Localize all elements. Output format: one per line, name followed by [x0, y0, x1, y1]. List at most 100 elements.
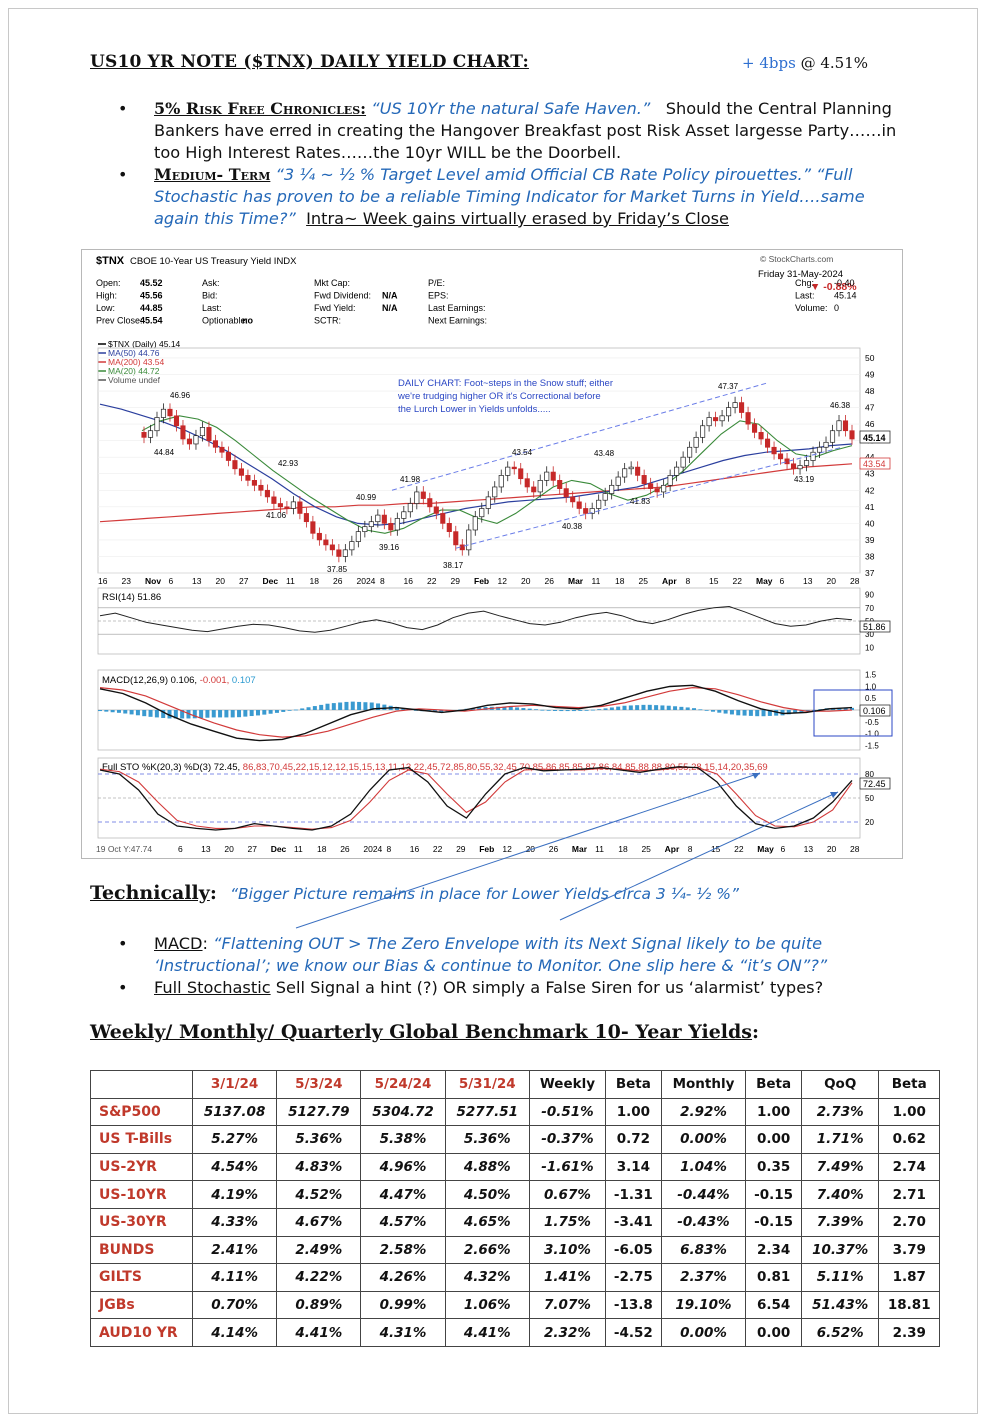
price-label: 39.16: [379, 543, 400, 552]
macd-hist-bar: [148, 710, 153, 717]
x-tick: 28: [850, 576, 860, 586]
table-cell: 0.99%: [360, 1290, 446, 1320]
legend-entry: MA(20) 44.72: [108, 366, 160, 376]
quote-cell: Ask:: [202, 278, 220, 288]
macd-hist-bar: [262, 710, 267, 715]
candle-body: [544, 471, 550, 481]
x-tick: 26: [333, 576, 343, 586]
table-cell: 4.41%: [276, 1318, 362, 1347]
table-cell: 5.11%: [800, 1263, 880, 1292]
candle-body: [368, 521, 374, 528]
table-cell: 0.72: [605, 1125, 662, 1154]
table-header-row: 3/1/24 5/3/24 5/24/24 5/31/24 Weekly Bet…: [90, 1070, 940, 1099]
quote-cell: -0.40: [834, 278, 855, 288]
macd-hist-bar: [622, 705, 627, 710]
macd-hist-bar: [211, 710, 216, 718]
quote-cell: Last:: [795, 291, 815, 301]
macd-hist-bar: [666, 705, 671, 710]
table-cell: 0.70%: [191, 1290, 278, 1320]
table-row: US-10YR 4.19% 4.52% 4.47% 4.50% 0.67% -1.31 -0.…: [90, 1180, 940, 1209]
bullet-dot: •: [118, 978, 128, 997]
macd-last: 0.106: [863, 706, 886, 716]
candle-body: [147, 430, 154, 438]
macd-hist-bar: [540, 709, 545, 711]
candle-body: [407, 503, 413, 513]
candle-body: [589, 508, 595, 514]
row-label: GILTS: [90, 1263, 193, 1292]
bottom-x-ticks: 6 13 20 27 Dec 11 18 26 2024 8 16 22 29 Feb 12 20 26 Mar 1…: [178, 844, 860, 854]
quote-grid: Open: 45.52 Ask: Mkt Cap: P/E: Chg: -0.40 High:…: [96, 278, 857, 326]
bottom-bullets: • MACD: “Flattening OUT > The Zero Envel…: [118, 933, 898, 999]
candle-body: [219, 446, 225, 453]
y-tick: 39: [865, 535, 875, 545]
macd-hist-bar: [401, 708, 406, 710]
candle-body: [193, 435, 199, 445]
macd-hist-bar: [685, 707, 690, 710]
macd-hist-bar: [546, 710, 551, 711]
macd-hist-bar: [710, 710, 715, 712]
sto-series: 80 50 20: [98, 766, 874, 831]
bullet-quote: “Flattening OUT > The Zero Envelope with…: [154, 934, 828, 975]
price-label: 42.93: [278, 459, 299, 468]
yield-change-bps: + 4bps: [742, 54, 796, 72]
macd-hist-bar: [135, 710, 140, 716]
table-cell: -3.41: [605, 1207, 662, 1237]
table-cell: 1.87: [878, 1263, 940, 1292]
macd-hist-bar: [654, 705, 659, 710]
table-cell: 5.38%: [360, 1125, 446, 1154]
price-label: 46.96: [170, 391, 191, 400]
table-cell: 2.73%: [800, 1097, 880, 1127]
table-cell: -0.15: [745, 1207, 802, 1237]
price-candles: [141, 396, 855, 563]
table-cell: 1.75%: [528, 1207, 607, 1237]
x-tick: 8: [686, 576, 691, 586]
y-tick: 44: [865, 452, 875, 462]
macd-hist-bar: [274, 710, 279, 713]
macd-hist-bar: [527, 708, 532, 710]
rsi-line: [99, 605, 853, 633]
price-label: 41.98: [400, 475, 421, 484]
top-bullets: • 5% Risk Free Chronicles: “US 10Yr the …: [118, 98, 898, 230]
x-tick: 12: [498, 576, 508, 586]
table-cell: 2.34: [745, 1235, 802, 1265]
y-tick: 46: [865, 419, 875, 429]
candle-body: [816, 446, 823, 453]
macd-hist-bar: [609, 707, 614, 710]
candle-body: [446, 523, 452, 532]
candle-body: [414, 491, 420, 504]
candle-body: [290, 501, 296, 509]
table-cell: 4.19%: [191, 1180, 278, 1209]
macd-hist-bar: [767, 710, 772, 716]
chart-date: Friday 31-May-2024: [758, 269, 843, 280]
candle-body: [778, 453, 784, 460]
col-header: QoQ: [800, 1070, 880, 1099]
macd-hist-bar: [635, 705, 640, 710]
page-border: [8, 8, 978, 1414]
macd-hist-bar: [673, 706, 678, 710]
price-labels: 46.96 44.84 42.93 41.06 40.99 41.98 39.16 37.85…: [154, 382, 851, 574]
macd-label: MACD(12,26,9) 0.106, -0.001, 0.107: [102, 675, 256, 686]
macd-hist-bar: [104, 710, 109, 712]
rsi-tick: 70: [865, 604, 874, 613]
candle-body: [674, 466, 680, 476]
macd-hist-bar: [571, 710, 576, 712]
tnx-chart-svg: $TNX CBOE 10-Year US Treasury Yield INDX…: [96, 254, 893, 854]
macd-tick: 1.0: [865, 682, 877, 691]
table-cell: 0.35: [745, 1152, 802, 1182]
macd-tick: -0.5: [865, 718, 879, 727]
x-tick: 15: [709, 576, 719, 586]
macd-hist-bar: [357, 701, 362, 710]
macd-highlight-box: [813, 689, 893, 737]
rsi-tag: [859, 620, 891, 633]
quote-cell: Bid:: [202, 291, 218, 301]
macd-hist-bar: [154, 710, 159, 718]
legend-entry: MA(200) 43.54: [108, 357, 164, 367]
col-header: Monthly: [660, 1070, 747, 1099]
table-cell: 1.00: [878, 1097, 940, 1127]
quote-cell: Low:: [96, 303, 115, 313]
candle-body: [706, 417, 712, 427]
bullet-risk-free: • 5% Risk Free Chronicles: “US 10Yr the …: [118, 98, 898, 164]
x-tick: 18: [310, 576, 320, 586]
candle-body: [388, 523, 394, 531]
macd-hist-bar: [129, 710, 134, 715]
